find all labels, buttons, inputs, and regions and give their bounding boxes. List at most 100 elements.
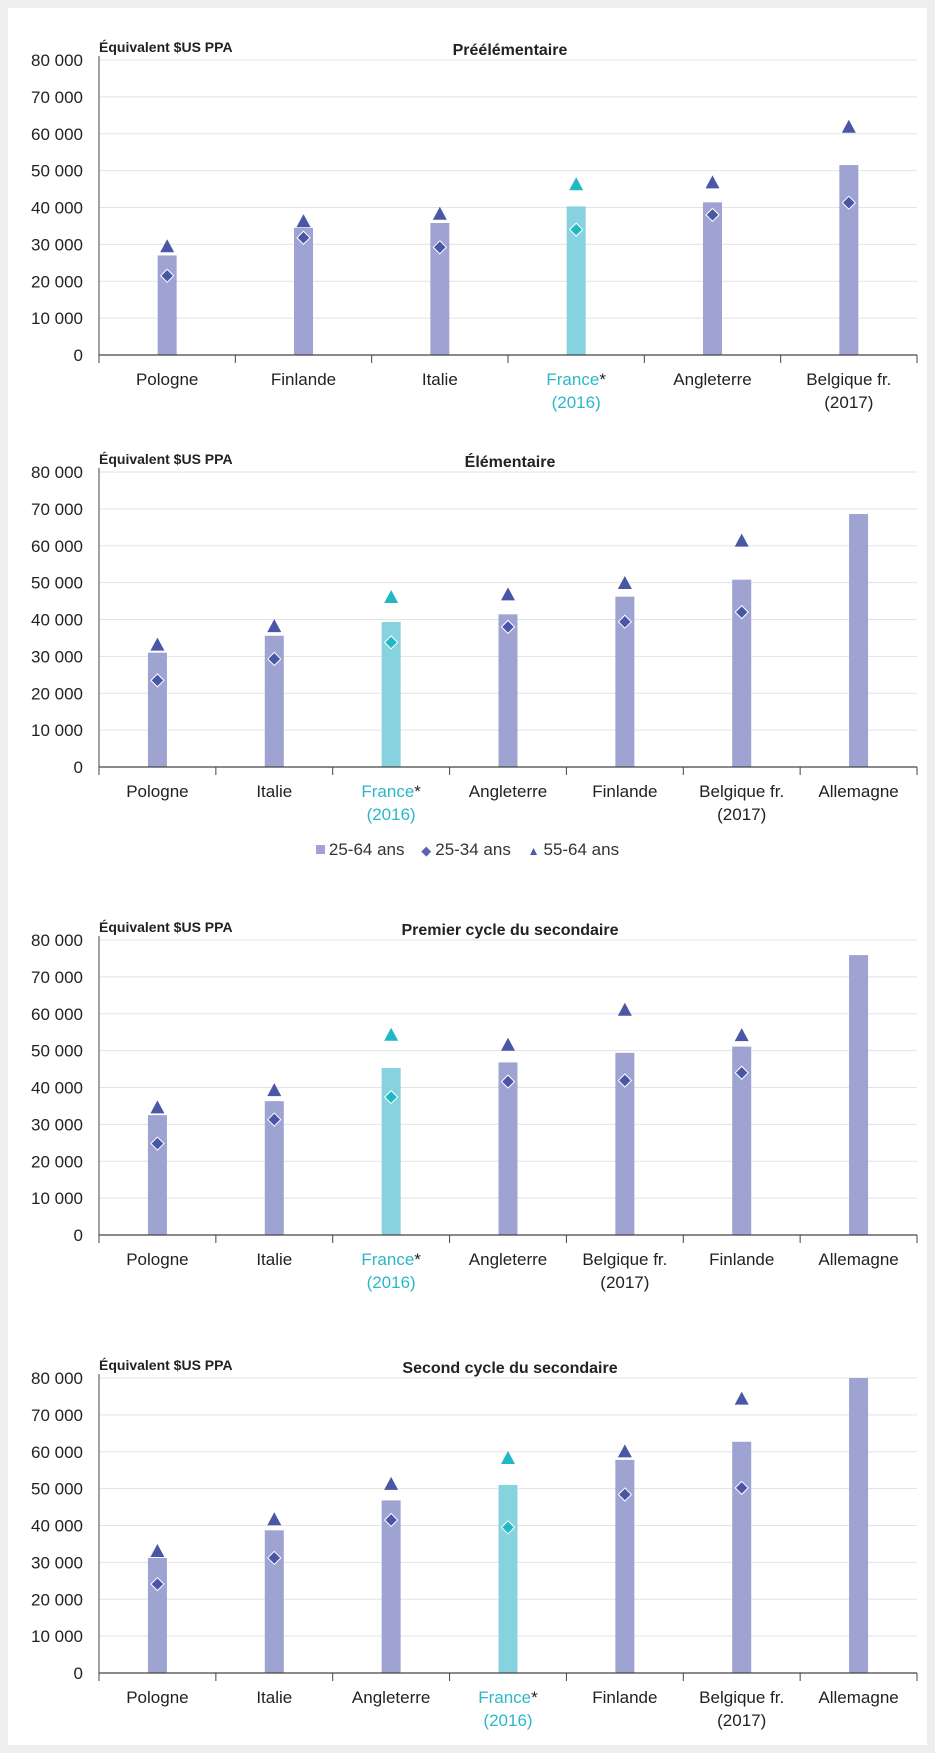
point-55-64-finlande xyxy=(296,214,311,228)
bar-allemagne xyxy=(849,955,869,1235)
category-label-france: France* xyxy=(546,370,606,389)
point-25-34-italie xyxy=(267,1550,282,1566)
y-tick-label: 80 000 xyxy=(31,931,83,950)
point-55-64-italie xyxy=(267,1083,282,1097)
bar-italie xyxy=(264,1530,284,1673)
legend-item-25-34: ◆ 25-34 ans xyxy=(421,840,511,859)
bar-italie xyxy=(264,1101,284,1235)
y-tick-label: 40 000 xyxy=(31,611,83,630)
point-55-64-angleterre xyxy=(705,175,720,189)
y-tick-label: 20 000 xyxy=(31,272,83,291)
bar-belgique-fr xyxy=(839,165,859,355)
category-label-angleterre: Angleterre xyxy=(673,370,751,389)
y-tick-label: 60 000 xyxy=(31,1443,83,1462)
point-55-64-pologne xyxy=(160,239,175,253)
chart-panels: 0 10 000 20 000 30 000 40 000 50 000 60 000 70 … xyxy=(8,8,927,1745)
bar-france xyxy=(381,622,401,767)
diamond-icon: ◆ xyxy=(421,843,432,858)
chart-svg: 0 10 000 20 000 30 000 40 000 50 000 60 000 70 … xyxy=(31,39,918,412)
category-label-belgique-fr: Belgique fr. xyxy=(582,1250,667,1269)
category-label-belgique-fr: Belgique fr. xyxy=(699,782,784,801)
y-tick-label: 10 000 xyxy=(31,1627,83,1646)
category-label-pologne: Pologne xyxy=(126,1688,188,1707)
y-tick-label: 70 000 xyxy=(31,500,83,519)
chart-title: Élémentaire xyxy=(465,452,556,471)
point-25-34-pologne xyxy=(159,268,175,283)
point-25-34-italie xyxy=(267,651,282,667)
bar-finlande xyxy=(732,1046,752,1235)
point-25-34-france xyxy=(568,222,584,237)
y-tick-label: 0 xyxy=(74,1226,83,1245)
point-25-34-belgique-fr xyxy=(617,1073,633,1088)
point-55-64-finlande xyxy=(617,575,632,589)
y-tick-label: 80 000 xyxy=(31,51,83,70)
point-25-34-angleterre xyxy=(383,1512,399,1528)
point-25-34-finlande xyxy=(734,1065,749,1080)
category-label-angleterre: Angleterre xyxy=(469,782,547,801)
bar-finlande xyxy=(294,227,313,355)
y-tick-label: 20 000 xyxy=(31,1152,83,1171)
bar-pologne xyxy=(147,652,167,767)
bar-pologne xyxy=(147,1557,167,1673)
category-label-belgique-fr: Belgique fr. xyxy=(806,370,891,389)
triangle-icon: ▲ xyxy=(527,844,540,858)
category-label-pologne: Pologne xyxy=(126,1250,188,1269)
category-label-italie: Italie xyxy=(256,1250,292,1269)
bar-allemagne xyxy=(849,1378,869,1673)
point-25-34-belgique-fr xyxy=(841,195,857,210)
point-55-64-pologne xyxy=(150,1543,165,1557)
point-25-34-italie xyxy=(432,240,448,255)
point-55-64-pologne xyxy=(150,637,165,651)
point-55-64-angleterre xyxy=(384,1476,399,1490)
bar-finlande xyxy=(615,596,635,767)
chart-panel-3: 0 10 000 20 000 30 000 40 000 50 000 60 000 70 … xyxy=(8,888,927,1307)
chart-panel-2: 0 10 000 20 000 30 000 40 000 50 000 60 000 70 … xyxy=(8,420,927,839)
point-25-34-belgique-fr xyxy=(734,1480,749,1496)
category-label-belgique-fr: Belgique fr. xyxy=(699,1688,784,1707)
category-label-allemagne: Allemagne xyxy=(818,1250,898,1269)
point-25-34-italie xyxy=(267,1112,282,1127)
chart-title: Premier cycle du secondaire xyxy=(402,922,619,939)
category-year-belgique-fr: (2017) xyxy=(717,1711,766,1730)
point-25-34-angleterre xyxy=(705,207,720,223)
bar-finlande xyxy=(615,1459,635,1673)
y-tick-label: 70 000 xyxy=(31,88,83,107)
y-tick-label: 80 000 xyxy=(31,1369,83,1388)
bar-italie xyxy=(264,635,284,767)
point-25-34-pologne xyxy=(150,673,165,688)
y-unit-label: Équivalent $US PPA xyxy=(99,39,233,55)
chart-title: Préélémentaire xyxy=(453,42,568,59)
legend-item-25-64: 25-64 ans xyxy=(315,840,405,860)
y-tick-label: 50 000 xyxy=(31,574,83,593)
y-tick-label: 30 000 xyxy=(31,1115,83,1134)
bar-belgique-fr xyxy=(732,1441,752,1673)
point-55-64-finlande xyxy=(734,1028,749,1042)
point-55-64-italie xyxy=(432,206,447,220)
point-55-64-france xyxy=(501,1451,515,1465)
category-label-france: France* xyxy=(361,1250,421,1269)
bar-angleterre xyxy=(498,1062,518,1235)
bar-angleterre xyxy=(703,202,722,355)
category-label-finlande: Finlande xyxy=(709,1250,774,1269)
category-year-france: (2016) xyxy=(367,1273,416,1292)
bar-angleterre xyxy=(381,1500,401,1673)
y-tick-label: 40 000 xyxy=(31,199,83,218)
square-icon xyxy=(315,845,325,854)
point-25-34-finlande xyxy=(617,614,633,629)
point-55-64-belgique-fr xyxy=(841,119,856,133)
category-year-belgique-fr: (2017) xyxy=(717,805,766,824)
y-tick-label: 0 xyxy=(74,346,83,365)
chart-svg: 0 10 000 20 000 30 000 40 000 50 000 60 000 70 … xyxy=(31,919,918,1292)
point-55-64-angleterre xyxy=(501,587,515,601)
y-tick-label: 50 000 xyxy=(31,1042,83,1061)
chart-svg: 0 10 000 20 000 30 000 40 000 50 000 60 000 70 … xyxy=(31,1357,918,1730)
category-label-angleterre: Angleterre xyxy=(469,1250,547,1269)
point-25-34-angleterre xyxy=(500,619,516,635)
bar-pologne xyxy=(147,1115,167,1235)
category-label-finlande: Finlande xyxy=(592,1688,657,1707)
point-55-64-finlande xyxy=(617,1444,632,1458)
y-tick-label: 70 000 xyxy=(31,1406,83,1425)
category-year-belgique-fr: (2017) xyxy=(824,393,873,412)
bar-angleterre xyxy=(498,614,518,767)
